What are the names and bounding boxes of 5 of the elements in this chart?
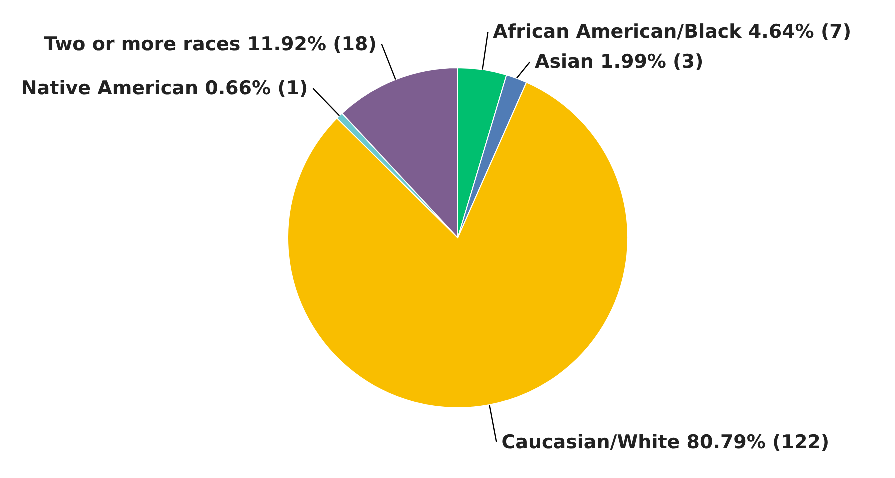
slice-label: African American/Black 4.64% (7) [493,21,852,44]
slice-label: Caucasian/White 80.79% (122) [502,431,830,454]
slice-label: Two or more races 11.92% (18) [44,33,377,56]
slice-label: Asian 1.99% (3) [535,51,704,74]
slice-label: Native American 0.66% (1) [21,78,308,100]
